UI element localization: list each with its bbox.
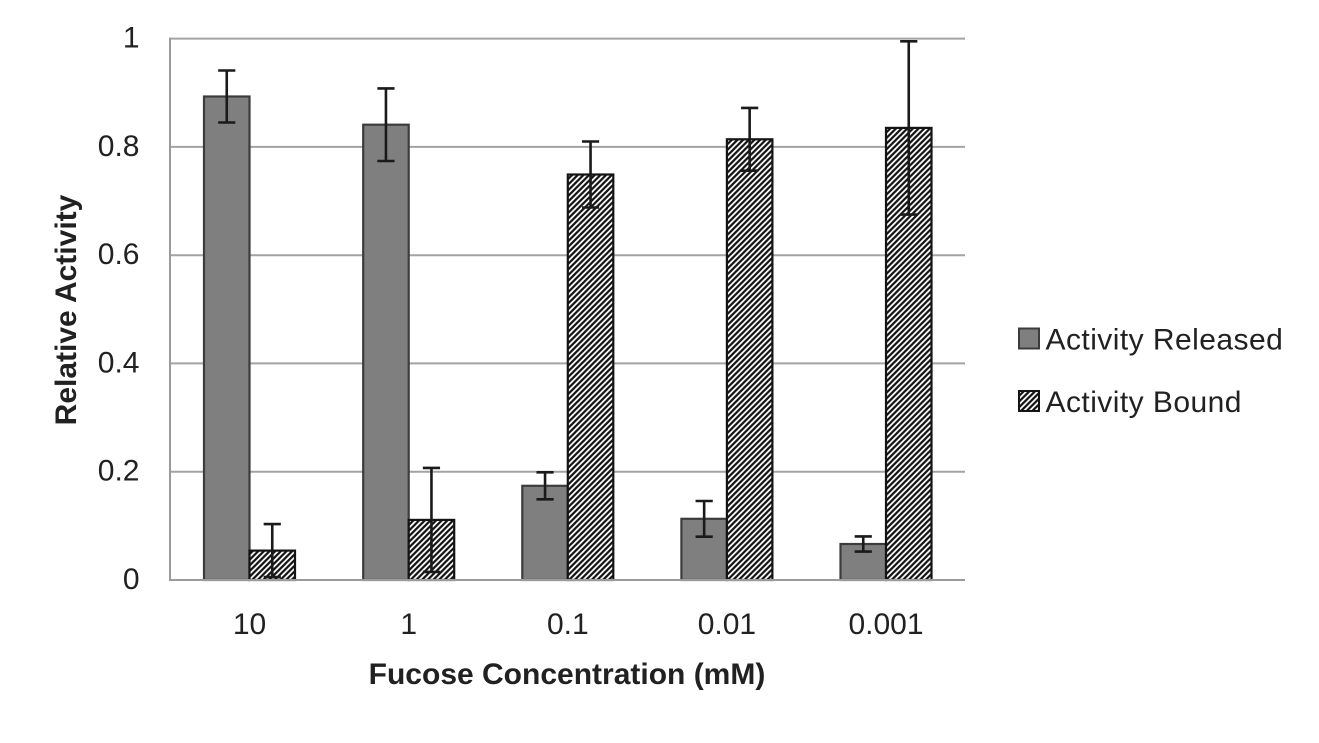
svg-text:Activity Bound: Activity Bound [1046,386,1242,419]
svg-text:0.01: 0.01 [698,608,756,641]
svg-text:0.8: 0.8 [98,130,140,163]
svg-text:0.6: 0.6 [98,238,140,271]
svg-text:0.001: 0.001 [848,608,923,641]
svg-text:Activity Released: Activity Released [1046,324,1284,357]
svg-text:1: 1 [400,608,417,641]
svg-text:Relative Activity: Relative Activity [50,194,83,425]
svg-text:0.2: 0.2 [98,455,140,488]
svg-text:10: 10 [233,608,266,641]
svg-text:0: 0 [123,563,140,596]
svg-text:1: 1 [123,22,140,55]
svg-text:Fucose Concentration (mM): Fucose Concentration (mM) [369,658,766,691]
svg-text:0.4: 0.4 [98,346,140,379]
svg-text:0.1: 0.1 [547,608,589,641]
